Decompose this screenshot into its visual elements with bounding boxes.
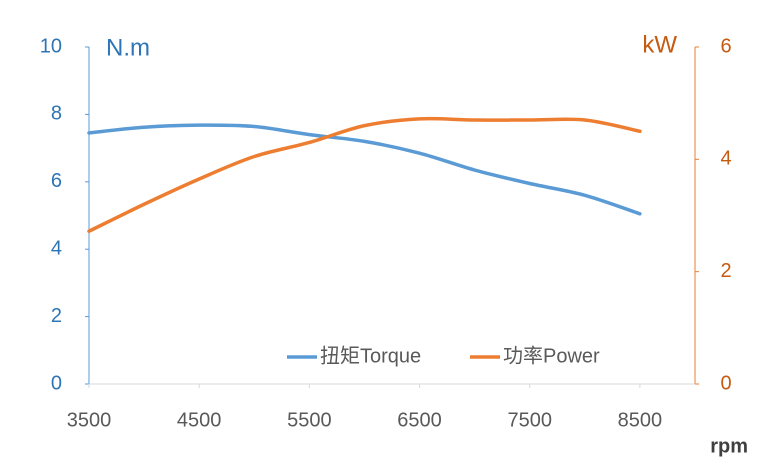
y2-tick-label: 6 [720,35,731,57]
y-tick-label: 10 [40,35,62,57]
x-tick-label: 3500 [67,409,112,431]
y2-tick-label: 0 [720,372,731,394]
line [87,123,642,216]
x-axis-title: rpm [710,435,748,457]
y-tick-label: 6 [51,170,62,192]
line [87,116,642,233]
y-axis-title: N.m [106,34,150,61]
y-tick-label: 2 [51,305,62,327]
x-tick-label: 4500 [177,409,222,431]
legend-label: 扭矩Torque [320,344,421,367]
y2-tick-label: 2 [720,260,731,282]
y2-axis-title: kW [642,31,677,58]
x-tick-label: 7500 [507,409,552,431]
y-tick-label: 4 [51,237,62,259]
legend-label: 功率Power [503,344,600,367]
x-tick-label: 8500 [618,409,663,431]
x-tick-label: 6500 [397,409,442,431]
y-tick-label: 0 [51,372,62,394]
x-tick-label: 5500 [287,409,332,431]
y2-tick-label: 4 [720,148,731,170]
y-tick-label: 8 [51,103,62,125]
